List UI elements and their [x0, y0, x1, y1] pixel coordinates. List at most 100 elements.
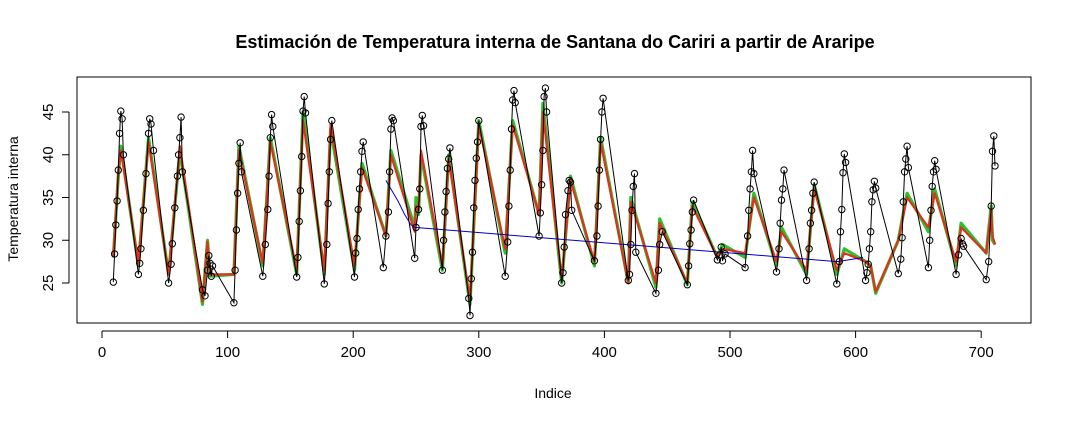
observed-point — [560, 243, 568, 251]
observed-point — [412, 223, 420, 232]
observed-point — [810, 178, 818, 186]
observed-point — [716, 251, 724, 259]
observed-point — [780, 166, 788, 174]
observed-point — [840, 150, 848, 158]
observed-point — [208, 262, 217, 270]
observed-point — [504, 238, 512, 246]
observed-point — [324, 199, 332, 208]
observed-point — [294, 253, 302, 262]
observed-point — [164, 279, 173, 287]
observed-point — [114, 166, 123, 174]
observed-point — [654, 266, 663, 274]
observed-point — [802, 276, 811, 285]
observed-point — [542, 108, 551, 116]
observed-point — [536, 209, 544, 217]
observed-point — [446, 144, 454, 152]
observed-point — [443, 164, 452, 173]
observed-point — [561, 210, 570, 219]
observed-point — [146, 115, 154, 123]
observed-point — [465, 294, 473, 303]
observed-point — [833, 280, 841, 288]
observed-point — [134, 270, 143, 279]
x-tick-label: 700 — [969, 344, 994, 361]
observed-point — [537, 181, 546, 189]
observed-point — [982, 275, 990, 284]
observed-point — [119, 151, 128, 159]
observed-point — [926, 236, 934, 245]
observed-point — [565, 176, 573, 185]
y-tick-label: 30 — [40, 232, 57, 249]
observed-point — [167, 260, 175, 268]
observed-point — [990, 132, 998, 140]
x-tick-label: 400 — [592, 344, 617, 361]
observed-point — [441, 208, 449, 216]
observed-point — [687, 226, 695, 234]
observed-point — [112, 221, 120, 229]
observed-point — [507, 125, 516, 133]
observed-point — [174, 151, 183, 159]
observed-point — [320, 280, 328, 288]
observed-point — [470, 204, 478, 212]
observed-point — [652, 289, 660, 297]
observed-point — [924, 263, 933, 272]
observed-point — [301, 109, 310, 117]
observed-point — [505, 202, 513, 210]
observed-point — [902, 155, 910, 163]
observed-point — [115, 129, 124, 138]
observed-point — [806, 219, 815, 227]
x-axis-label: Indice — [534, 385, 572, 401]
observed-point — [328, 116, 336, 125]
observed-point — [510, 86, 518, 95]
observed-point — [689, 196, 698, 204]
observed-point — [836, 228, 845, 236]
observed-point — [775, 245, 783, 253]
observed-point — [870, 177, 879, 186]
observed-point — [894, 269, 902, 278]
observed-point — [385, 168, 394, 176]
observed-point — [809, 189, 817, 197]
observed-point — [118, 115, 126, 123]
observed-point — [468, 248, 477, 256]
observed-point — [353, 234, 361, 243]
observed-point — [625, 270, 634, 279]
observed-point — [230, 299, 238, 307]
observed-point — [439, 236, 448, 245]
observed-point — [206, 259, 214, 267]
y-tick-label: 25 — [40, 275, 57, 292]
observed-point — [231, 266, 239, 274]
observed-point — [136, 259, 144, 267]
observed-point — [559, 269, 567, 277]
observed-point — [741, 263, 749, 272]
observed-point — [506, 166, 514, 174]
observed-point — [566, 178, 575, 186]
y-axis-label: Temperatura interna — [5, 136, 21, 262]
observed-point — [839, 169, 847, 177]
observed-point — [630, 169, 639, 178]
observed-point — [445, 155, 453, 163]
observed-point — [748, 146, 757, 155]
observed-point — [354, 205, 362, 214]
observed-point — [897, 255, 905, 263]
observed-point — [928, 182, 936, 191]
x-tick-label: 0 — [98, 344, 106, 361]
observed-point — [207, 272, 216, 280]
observed-point — [438, 266, 447, 274]
observed-point — [466, 311, 474, 320]
observed-point — [628, 206, 636, 215]
observed-point — [232, 226, 241, 234]
observed-point — [864, 260, 872, 268]
observed-point — [745, 206, 753, 215]
observed-point — [178, 168, 187, 176]
observed-point — [325, 168, 333, 176]
observed-point — [596, 135, 605, 144]
observed-point — [590, 257, 599, 265]
observed-point — [110, 250, 119, 258]
observed-point — [472, 154, 480, 162]
observed-point — [872, 184, 880, 192]
plot-frame — [76, 76, 1032, 324]
observed-point — [259, 272, 267, 280]
observed-point — [863, 269, 871, 277]
observed-point — [414, 205, 423, 214]
observed-point — [139, 206, 148, 215]
observed-point — [419, 122, 428, 130]
